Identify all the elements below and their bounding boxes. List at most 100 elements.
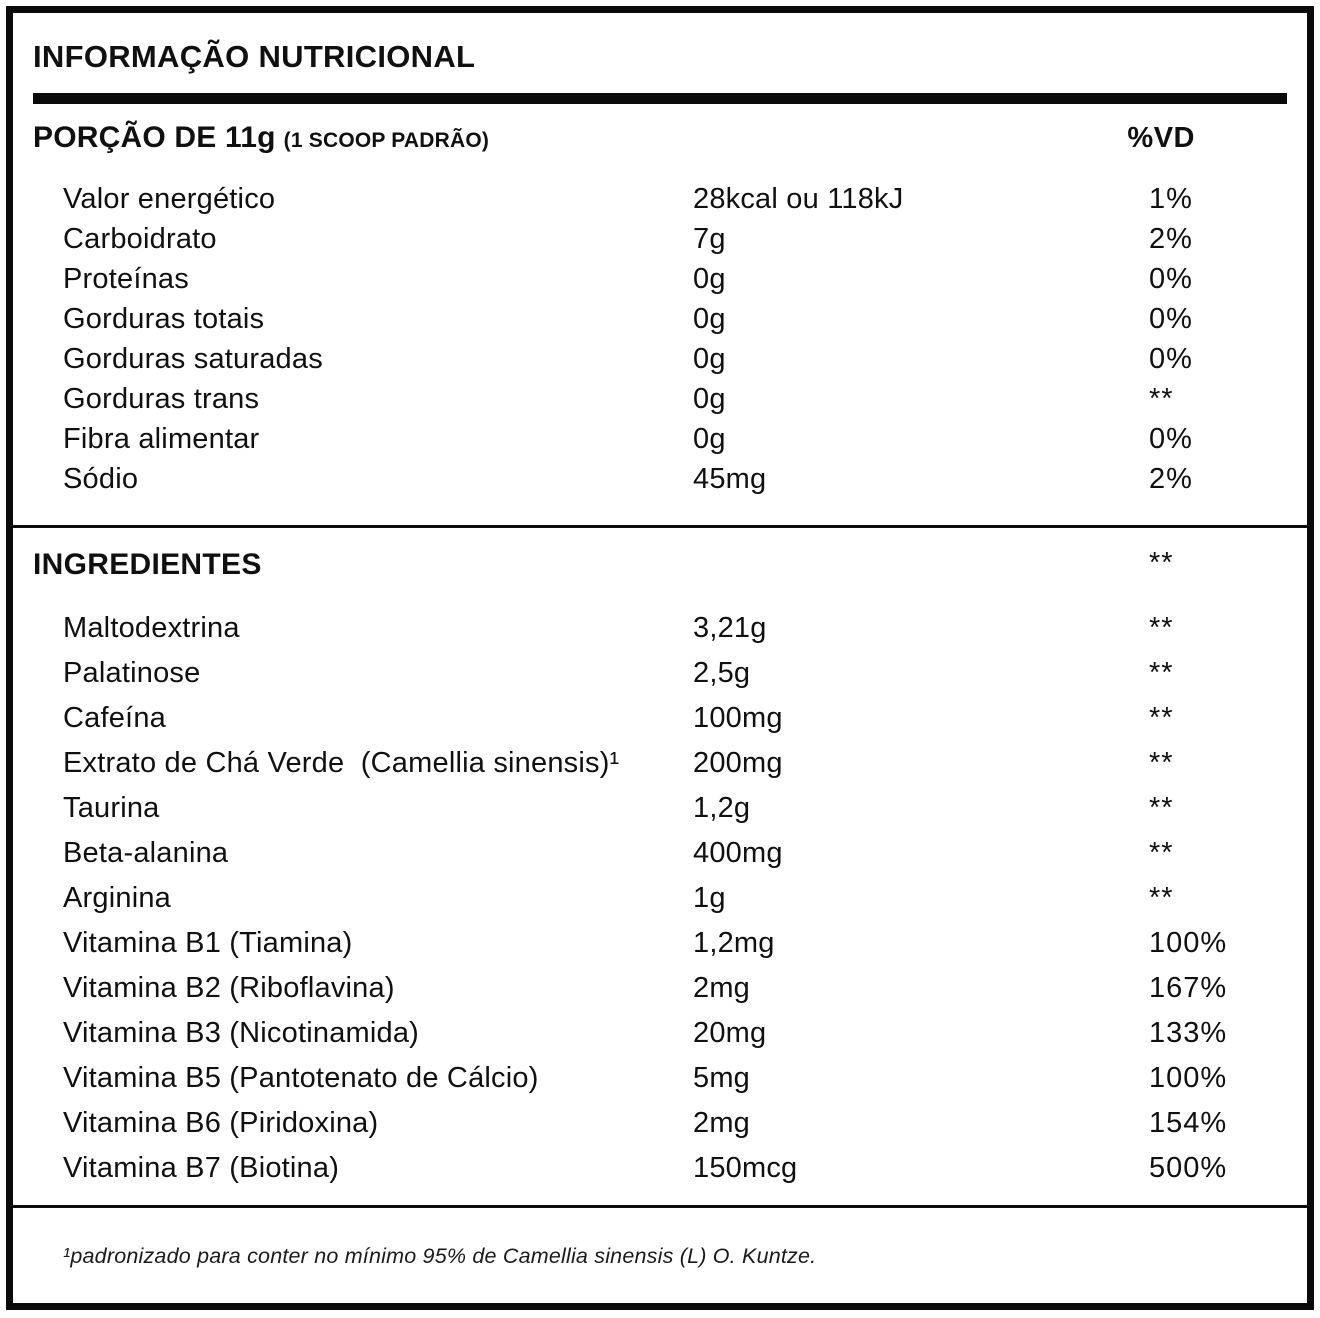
row-daily-value: ** bbox=[1149, 657, 1174, 689]
row-label: Vitamina B7 (Biotina) bbox=[63, 1152, 340, 1184]
row-value: 200mg bbox=[693, 747, 783, 779]
row-value: 100mg bbox=[693, 702, 783, 734]
row-daily-value: 2% bbox=[1149, 222, 1193, 255]
title-divider-bar bbox=[33, 93, 1287, 104]
row-value: 2,5g bbox=[693, 657, 751, 689]
serving-scoop-note: (1 SCOOP PADRÃO) bbox=[283, 129, 490, 152]
row-daily-value: ** bbox=[1149, 882, 1174, 914]
table-row: Vitamina B5 (Pantotenato de Cálcio) 5mg 10… bbox=[33, 1056, 1287, 1101]
footnote-band: ¹padronizado para conter no mínimo 95% d… bbox=[13, 1208, 1307, 1305]
row-value: 2mg bbox=[693, 972, 751, 1004]
table-row: Taurina 1,2g ** bbox=[33, 786, 1287, 831]
table-row: Vitamina B7 (Biotina) 150mcg 500% bbox=[33, 1146, 1287, 1191]
page-title: INFORMAÇÃO NUTRICIONAL bbox=[33, 39, 476, 74]
row-daily-value: 0% bbox=[1149, 422, 1193, 455]
row-label: Vitamina B5 (Pantotenato de Cálcio) bbox=[63, 1062, 539, 1094]
row-label: Maltodextrina bbox=[63, 612, 240, 644]
row-daily-value: 100% bbox=[1149, 1062, 1228, 1094]
row-value: 2mg bbox=[693, 1107, 751, 1139]
row-daily-value: 0% bbox=[1149, 302, 1193, 335]
row-value: 0g bbox=[693, 342, 726, 375]
row-value: 1,2mg bbox=[693, 927, 775, 959]
row-daily-value: 100% bbox=[1149, 927, 1228, 959]
row-label: Proteínas bbox=[63, 262, 189, 295]
row-value: 1g bbox=[693, 882, 726, 914]
table-row: Vitamina B3 (Nicotinamida) 20mg 133% bbox=[33, 1011, 1287, 1056]
row-label: Beta-alanina bbox=[63, 837, 229, 869]
row-label: Extrato de Chá Verde (Camellia sinensis)… bbox=[63, 747, 620, 779]
row-value: 0g bbox=[693, 262, 726, 295]
row-value: 0g bbox=[693, 302, 726, 335]
row-value: 1,2g bbox=[693, 792, 751, 824]
row-label: Gorduras trans bbox=[63, 382, 260, 415]
row-value: 45mg bbox=[693, 462, 767, 495]
table-row: Gorduras trans 0g ** bbox=[33, 379, 1287, 419]
row-daily-value: 0% bbox=[1149, 262, 1193, 295]
serving-size: PORÇÃO DE 11g bbox=[33, 121, 276, 154]
table-row: Palatinose 2,5g ** bbox=[33, 651, 1287, 696]
row-daily-value: 133% bbox=[1149, 1017, 1228, 1049]
row-value: 3,21g bbox=[693, 612, 767, 644]
table-row: Valor energético 28kcal ou 118kJ 1% bbox=[33, 179, 1287, 219]
table-row: Extrato de Chá Verde (Camellia sinensis)… bbox=[33, 741, 1287, 786]
serving-header-row: PORÇÃO DE 11g (1 SCOOP PADRÃO) %VD bbox=[33, 121, 1287, 155]
row-label: Gorduras totais bbox=[63, 302, 265, 335]
section-divider bbox=[13, 525, 1307, 528]
row-label: Sódio bbox=[63, 462, 139, 495]
table-row: Carboidrato 7g 2% bbox=[33, 219, 1287, 259]
label-content: INFORMAÇÃO NUTRICIONAL PORÇÃO DE 11g (1 … bbox=[13, 13, 1307, 1208]
table-row: Beta-alanina 400mg ** bbox=[33, 831, 1287, 876]
table-row: Vitamina B2 (Riboflavina) 2mg 167% bbox=[33, 966, 1287, 1011]
row-value: 7g bbox=[693, 222, 726, 255]
row-daily-value: 1% bbox=[1149, 182, 1193, 215]
row-label: Vitamina B6 (Piridoxina) bbox=[63, 1107, 379, 1139]
row-daily-value: 0% bbox=[1149, 342, 1193, 375]
table-row: Cafeína 100mg ** bbox=[33, 696, 1287, 741]
row-daily-value: ** bbox=[1149, 792, 1174, 824]
row-daily-value: 500% bbox=[1149, 1152, 1228, 1184]
table-row: Vitamina B6 (Piridoxina) 2mg 154% bbox=[33, 1101, 1287, 1146]
ingredients-header-vd-mark: ** bbox=[1149, 547, 1174, 579]
table-row: Gorduras totais 0g 0% bbox=[33, 299, 1287, 339]
row-value: 150mcg bbox=[693, 1152, 798, 1184]
row-daily-value: 154% bbox=[1149, 1107, 1228, 1139]
row-label: Gorduras saturadas bbox=[63, 342, 323, 375]
row-label: Palatinose bbox=[63, 657, 201, 689]
row-label: Vitamina B2 (Riboflavina) bbox=[63, 972, 395, 1004]
row-value: 5mg bbox=[693, 1062, 751, 1094]
table-row: Maltodextrina 3,21g ** bbox=[33, 606, 1287, 651]
footnote-text: ¹padronizado para conter no mínimo 95% d… bbox=[63, 1244, 817, 1268]
row-value: 28kcal ou 118kJ bbox=[693, 182, 904, 215]
table-row: Fibra alimentar 0g 0% bbox=[33, 419, 1287, 459]
table-row: Vitamina B1 (Tiamina) 1,2mg 100% bbox=[33, 921, 1287, 966]
row-label: Fibra alimentar bbox=[63, 422, 260, 455]
row-label: Taurina bbox=[63, 792, 160, 824]
row-label: Valor energético bbox=[63, 182, 276, 215]
row-daily-value: ** bbox=[1149, 747, 1174, 779]
row-value: 0g bbox=[693, 382, 726, 415]
row-daily-value: 2% bbox=[1149, 462, 1193, 495]
row-label: Vitamina B1 (Tiamina) bbox=[63, 927, 353, 959]
row-daily-value: 167% bbox=[1149, 972, 1228, 1004]
row-daily-value: ** bbox=[1149, 612, 1174, 644]
daily-value-column-header: %VD bbox=[1127, 122, 1195, 154]
row-label: Vitamina B3 (Nicotinamida) bbox=[63, 1017, 420, 1049]
row-value: 20mg bbox=[693, 1017, 767, 1049]
row-label: Carboidrato bbox=[63, 222, 217, 255]
table-row: Gorduras saturadas 0g 0% bbox=[33, 339, 1287, 379]
row-value: 0g bbox=[693, 422, 726, 455]
ingredients-section-title: INGREDIENTES bbox=[33, 548, 262, 581]
ingredients-header-row: INGREDIENTES ** bbox=[33, 548, 1287, 586]
row-daily-value: ** bbox=[1149, 382, 1174, 415]
footnote-divider bbox=[13, 1205, 1307, 1208]
row-daily-value: ** bbox=[1149, 837, 1174, 869]
row-daily-value: ** bbox=[1149, 702, 1174, 734]
table-row: Proteínas 0g 0% bbox=[33, 259, 1287, 299]
nutrition-table: Valor energético 28kcal ou 118kJ 1% Carboid… bbox=[33, 179, 1287, 499]
row-label: Cafeína bbox=[63, 702, 166, 734]
row-value: 400mg bbox=[693, 837, 783, 869]
nutrition-label: INFORMAÇÃO NUTRICIONAL PORÇÃO DE 11g (1 … bbox=[11, 11, 1309, 1307]
ingredients-table: Maltodextrina 3,21g ** Palatinose 2,5g ** Cafe… bbox=[33, 606, 1287, 1191]
row-label: Arginina bbox=[63, 882, 171, 914]
table-row: Sódio 45mg 2% bbox=[33, 459, 1287, 499]
